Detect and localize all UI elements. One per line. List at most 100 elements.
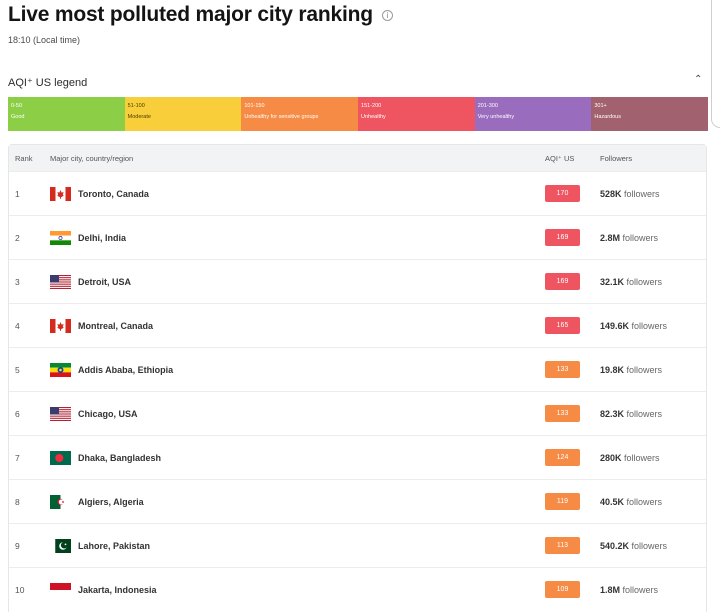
legend-segment-hazardous: 301+ Hazardous [591,97,709,131]
legend-label: Unhealthy for sensitive groups [244,114,319,120]
followers-count: 32.1K [600,277,625,287]
city-link[interactable]: Detroit, USA [78,277,132,287]
indonesia-flag-icon [50,583,71,597]
followers-cell: 40.5K followers [600,497,662,507]
rank-cell: 10 [15,585,25,595]
aqi-badge: 165 [545,317,580,334]
rank-cell: 7 [15,453,20,463]
aqi-badge: 169 [545,229,580,246]
legend-label: Unhealthy [361,114,386,120]
table-row[interactable]: 6 Chicago, USA 133 82.3K followers [9,391,706,435]
header-rank[interactable]: Rank [15,154,33,163]
ranking-table: Rank Major city, country/region AQI⁺ US … [8,144,707,612]
legend-label: Very unhealthy [477,114,515,120]
followers-count: 1.8M [600,585,621,595]
aqi-badge: 170 [545,185,580,202]
adjacent-panel-edge [711,0,720,128]
followers-count: 2.8M [600,233,621,243]
followers-cell: 2.8M followers [600,233,658,243]
aqi-legend: 0-50 Good 51-100 Moderate 101-150 Unheal… [8,97,709,131]
legend-segment-good: 0-50 Good [8,97,125,131]
legend-range: 51-100 [127,103,145,109]
aqi-badge: 133 [545,405,580,422]
rank-cell: 2 [15,233,20,243]
table-row[interactable]: 9 Lahore, Pakistan 113 540.2K followers [9,523,706,567]
city-link[interactable]: Chicago, USA [78,409,138,419]
local-time: 18:10 (Local time) [8,35,81,45]
followers-count: 40.5K [600,497,625,507]
canada-flag-icon [50,319,71,333]
rank-cell: 5 [15,365,20,375]
city-link[interactable]: Lahore, Pakistan [78,541,151,551]
rank-cell: 1 [15,189,20,199]
followers-suffix: followers [624,365,663,375]
followers-cell: 149.6K followers [600,321,667,331]
followers-count: 280K [600,453,622,463]
city-link[interactable]: Toronto, Canada [78,189,149,199]
city-link[interactable]: Algiers, Algeria [78,497,144,507]
table-row[interactable]: 5 Addis Ababa, Ethiopia 133 19.8K followers [9,347,706,391]
legend-range: 0-50 [11,103,23,109]
rank-cell: 3 [15,277,20,287]
page-header: Live most polluted major city ranking i [8,3,393,27]
legend-segment-very-unhealthy: 201-300 Very unhealthy [474,97,592,131]
aqi-badge: 109 [545,581,580,598]
info-icon[interactable]: i [381,9,393,21]
aqi-badge: 119 [545,493,580,510]
followers-cell: 82.3K followers [600,409,662,419]
table-row[interactable]: 4 Montreal, Canada 165 149.6K followers [9,303,706,347]
followers-cell: 540.2K followers [600,541,667,551]
table-row[interactable]: 1 Toronto, Canada 170 528K followers [9,171,706,215]
city-link[interactable]: Jakarta, Indonesia [78,585,157,595]
rank-cell: 9 [15,541,20,551]
table-row[interactable]: 2 Delhi, India 169 2.8M followers [9,215,706,259]
city-link[interactable]: Delhi, India [78,233,127,243]
aqi-badge: 124 [545,449,580,466]
legend-label: Hazardous [594,114,621,120]
page-title: Live most polluted major city ranking [8,3,373,26]
legend-label: Good [11,114,25,120]
chevron-up-icon[interactable]: ⌃ [694,74,703,85]
city-link[interactable]: Addis Ababa, Ethiopia [78,365,174,375]
pakistan-flag-icon [50,539,71,553]
india-flag-icon [50,231,71,245]
canada-flag-icon [50,187,71,201]
legend-range: 201-300 [477,103,498,109]
followers-count: 540.2K [600,541,630,551]
followers-suffix: followers [624,497,663,507]
header-aqi[interactable]: AQI⁺ US [545,154,575,163]
legend-range: 101-150 [244,103,265,109]
legend-title: AQI⁺ US legend [8,77,88,89]
header-followers[interactable]: Followers [600,154,633,163]
followers-cell: 280K followers [600,453,660,463]
rank-cell: 8 [15,497,20,507]
followers-suffix: followers [621,189,660,199]
followers-count: 19.8K [600,365,625,375]
followers-count: 149.6K [600,321,630,331]
aqi-badge: 133 [545,361,580,378]
header-city[interactable]: Major city, country/region [50,154,134,163]
followers-suffix: followers [624,409,663,419]
legend-segment-unhealthy: 151-200 Unhealthy [358,97,475,131]
city-link[interactable]: Dhaka, Bangladesh [78,453,162,463]
rank-cell: 4 [15,321,20,331]
legend-range: 301+ [594,103,607,109]
followers-cell: 1.8M followers [600,585,658,595]
followers-suffix: followers [629,321,668,331]
table-header: Rank Major city, country/region AQI⁺ US … [9,145,706,171]
followers-cell: 528K followers [600,189,660,199]
table-row[interactable]: 3 Detroit, USA 169 32.1K followers [9,259,706,303]
table-row[interactable]: 7 Dhaka, Bangladesh 124 280K followers [9,435,706,479]
rank-cell: 6 [15,409,20,419]
legend-label: Moderate [127,114,151,120]
table-row[interactable]: 10 Jakarta, Indonesia 109 1.8M followers [9,567,706,611]
followers-suffix: followers [629,541,668,551]
followers-count: 528K [600,189,622,199]
legend-segment-unhealthy-sensitive: 101-150 Unhealthy for sensitive groups [241,97,359,131]
usa-flag-icon [50,407,71,421]
city-link[interactable]: Montreal, Canada [78,321,154,331]
usa-flag-icon [50,275,71,289]
table-row[interactable]: 8 Algiers, Algeria 119 40.5K followers [9,479,706,523]
legend-range: 151-200 [361,103,382,109]
algeria-flag-icon [50,495,71,509]
